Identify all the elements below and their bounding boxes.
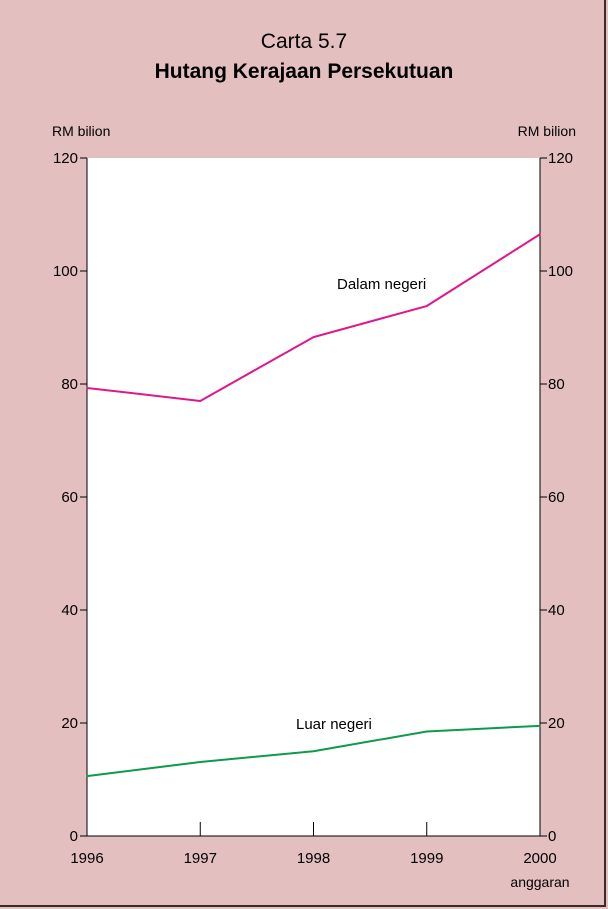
- left-axis-unit: RM bilion: [52, 123, 110, 139]
- data-point: [312, 336, 315, 338]
- data-point: [86, 775, 88, 777]
- y-tick-label-right: 120: [548, 150, 573, 167]
- y-tick-label-right: 100: [548, 263, 573, 280]
- data-point: [312, 750, 315, 753]
- y-tick-label-right: 0: [548, 828, 556, 845]
- y-tick-label-right: 80: [548, 376, 565, 393]
- y-tick-label-left: 20: [61, 715, 78, 732]
- x-tick-sublabel: anggaran: [510, 874, 569, 890]
- plot-area: [87, 158, 540, 836]
- series-label-dalam-negeri: Dalam negeri: [337, 276, 426, 293]
- y-tick-label-right: 60: [548, 489, 565, 506]
- x-tick-label: 1997: [184, 850, 217, 867]
- data-point: [425, 305, 428, 307]
- series-label-luar-negeri: Luar negeri: [296, 716, 372, 733]
- chart-title: Hutang Kerajaan Persekutuan: [154, 60, 454, 83]
- data-point: [199, 761, 202, 763]
- right-axis-unit: RM bilion: [518, 123, 576, 139]
- data-point: [425, 730, 428, 733]
- data-point: [86, 387, 88, 389]
- y-tick-label-left: 120: [53, 150, 78, 167]
- chart-title-number: Carta 5.7: [260, 30, 348, 53]
- y-tick-label-left: 100: [53, 263, 78, 280]
- y-tick-label-left: 60: [61, 489, 78, 506]
- data-point: [199, 400, 202, 402]
- y-tick-label-right: 20: [548, 715, 565, 732]
- x-tick-label: 1998: [297, 850, 330, 867]
- y-tick-label-left: 40: [61, 602, 78, 619]
- x-tick-label: 1999: [410, 850, 443, 867]
- y-tick-label-left: 0: [70, 828, 78, 845]
- y-tick-label-right: 40: [548, 602, 565, 619]
- data-point: [539, 233, 541, 236]
- x-tick-label: 2000: [523, 850, 556, 867]
- y-tick-label-left: 80: [61, 376, 78, 393]
- x-tick-label: 1996: [70, 850, 103, 867]
- data-point: [539, 725, 541, 727]
